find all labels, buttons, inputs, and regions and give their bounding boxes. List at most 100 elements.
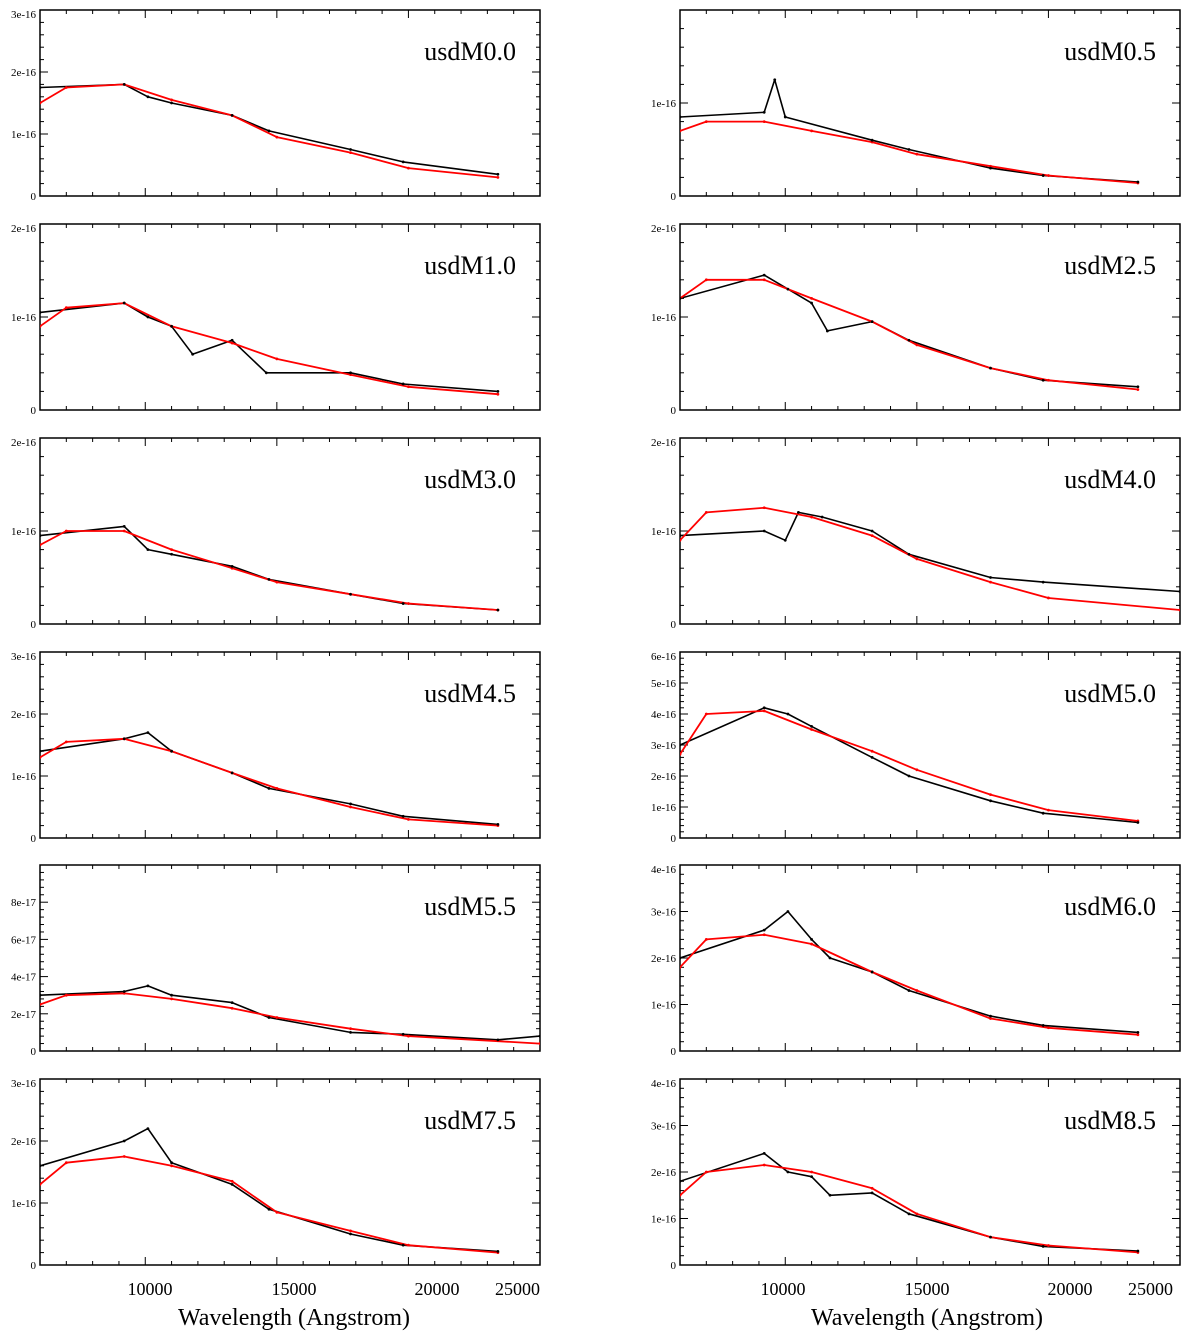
panel-frame (39, 1078, 541, 1266)
observed-point (230, 1001, 234, 1005)
model-point (407, 385, 410, 389)
observed-point (680, 743, 682, 747)
y-tick-label: 1e-16 (651, 98, 677, 110)
observed-spectrum-line (40, 1127, 498, 1253)
observed-point (762, 928, 766, 932)
panel-frame (39, 864, 541, 1052)
model-point (762, 709, 766, 713)
model-spectrum-line (40, 302, 498, 396)
observed-spectrum-line (40, 302, 498, 393)
model-spectrum-line (40, 992, 540, 1045)
panel-usdM1.0: 0 1e-16 2e-16 usdM1.0 (11, 223, 541, 417)
observed-point (349, 148, 352, 151)
panel-label: usdM5.5 (424, 892, 516, 921)
y-tick-label: 3e-16 (651, 740, 677, 752)
observed-point (146, 1127, 150, 1130)
model-point (704, 278, 708, 282)
model-point (64, 740, 68, 744)
observed-point (680, 297, 682, 300)
observed-point (122, 524, 126, 528)
model-point (275, 1210, 279, 1214)
model-point (989, 580, 992, 584)
observed-point (349, 371, 352, 375)
observed-point (810, 938, 813, 941)
y-tick-label: 0 (671, 1046, 677, 1058)
y-tick-label: 0 (671, 833, 677, 845)
model-point (762, 120, 766, 123)
x-tick-label-right-3: 20000 (1048, 1279, 1093, 1299)
model-spectrum-line (680, 933, 1138, 1036)
x-axis-title-left: Wavelength (Angstrom) (178, 1305, 410, 1331)
observed-point (762, 529, 766, 533)
observed-point (810, 1175, 813, 1179)
observed-point (401, 382, 405, 386)
model-point (40, 756, 42, 759)
observed-point (146, 315, 150, 319)
panel-usdM8.5: 0 1e-16 2e-16 3e-16 4e-16 usdM8.5 (651, 1078, 1181, 1272)
model-point (496, 176, 500, 179)
x-axis-title-right: Wavelength (Angstrom) (811, 1305, 1043, 1331)
observed-spectrum-line (40, 83, 499, 176)
observed-point (146, 984, 150, 988)
model-point (870, 749, 874, 753)
observed-spectrum-line (40, 525, 498, 611)
observed-point (870, 138, 874, 142)
model-point (407, 602, 410, 605)
model-point (122, 1155, 126, 1158)
x-tick-label-left-2: 15000 (272, 1279, 317, 1299)
model-point (538, 1042, 540, 1045)
y-tick-label: 2e-16 (11, 67, 37, 79)
model-point (915, 768, 919, 772)
observed-point (349, 592, 352, 596)
y-tick-label: 3e-16 (11, 651, 37, 663)
observed-point (870, 529, 874, 533)
observed-point (828, 956, 832, 960)
model-point (64, 86, 68, 89)
panel-usdM0.5: 0 1e-16 usdM0.5 (651, 9, 1181, 203)
y-tick-label: 0 (31, 405, 37, 417)
observed-point (762, 273, 766, 277)
y-tick-label: 0 (31, 619, 37, 631)
observed-point (989, 576, 992, 579)
model-point (170, 1164, 173, 1168)
y-tick-label: 0 (31, 1046, 37, 1058)
observed-point (820, 515, 824, 519)
observed-point (907, 552, 911, 556)
observed-point (496, 172, 500, 176)
y-tick-label: 3e-16 (11, 9, 37, 21)
observed-point (170, 552, 173, 556)
y-tick-label: 0 (671, 191, 677, 203)
observed-spectrum-line (680, 1152, 1138, 1252)
observed-point (146, 548, 150, 551)
model-point (64, 306, 68, 310)
model-point (40, 101, 42, 105)
model-point (810, 728, 813, 731)
observed-point (1041, 378, 1045, 382)
observed-spectrum-line (680, 511, 1180, 593)
observed-point (907, 1212, 911, 1216)
y-tick-label: 2e-16 (651, 1167, 677, 1179)
observed-point (264, 371, 268, 375)
y-tick-label: 4e-16 (651, 709, 677, 721)
observed-point (989, 1235, 992, 1239)
observed-point (825, 329, 829, 333)
y-tick-label: 1e-16 (651, 1214, 677, 1226)
model-point (989, 1017, 992, 1020)
y-tick-label: 2e-16 (651, 437, 677, 449)
model-point (810, 942, 813, 946)
observed-point (783, 538, 787, 542)
model-point (704, 120, 708, 123)
observed-point (40, 749, 42, 753)
model-point (762, 278, 766, 282)
model-point (1047, 1244, 1050, 1247)
y-tick-label: 5e-16 (651, 678, 677, 690)
y-tick-label: 2e-16 (11, 709, 37, 721)
observed-point (828, 1193, 832, 1197)
observed-point (401, 1032, 405, 1036)
observed-point (1041, 580, 1045, 584)
observed-point (146, 95, 150, 99)
model-point (349, 151, 352, 155)
panel-label: usdM7.5 (424, 1106, 516, 1135)
observed-point (907, 989, 911, 992)
